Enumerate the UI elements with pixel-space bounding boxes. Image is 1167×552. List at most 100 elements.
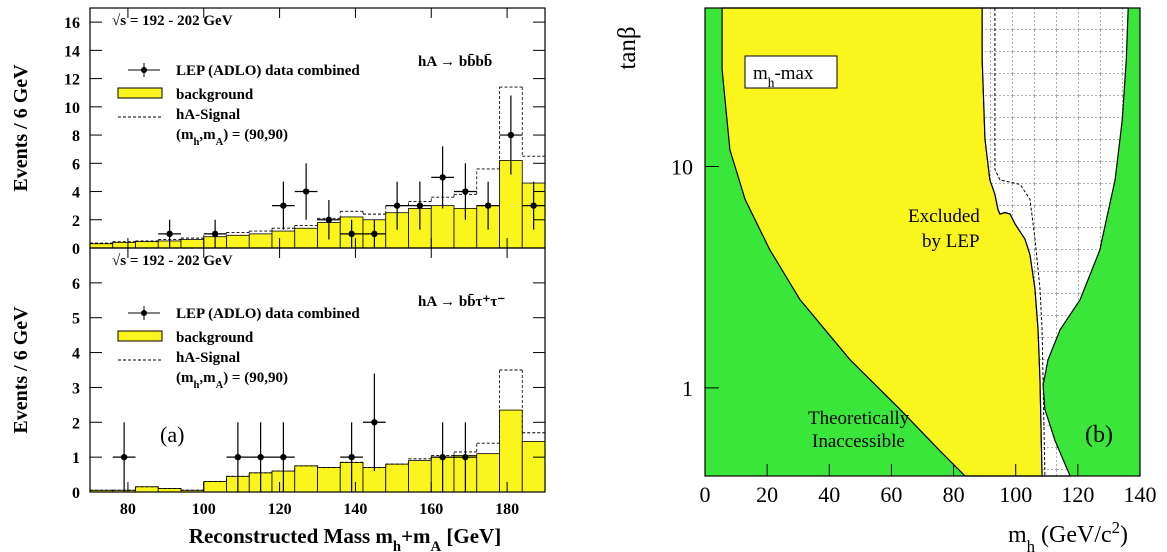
data-point bbox=[462, 453, 469, 461]
legend-label: background bbox=[176, 87, 254, 103]
data-point bbox=[484, 202, 492, 209]
text-part: (GeV/c bbox=[1035, 522, 1112, 548]
text-part: ) bbox=[1120, 522, 1128, 548]
y-tick-label: 3 bbox=[72, 380, 80, 397]
data-point bbox=[439, 174, 446, 181]
data-point bbox=[371, 230, 378, 238]
text-part: ) = (90,90) bbox=[223, 127, 288, 143]
text-part: A bbox=[216, 380, 224, 391]
region-label: Excluded bbox=[908, 206, 980, 227]
text-part: +m bbox=[401, 524, 431, 548]
background-bar bbox=[317, 467, 341, 493]
y-tick-label: 5 bbox=[72, 311, 80, 328]
legend-swatch bbox=[117, 87, 163, 99]
data-point bbox=[371, 419, 378, 426]
background-bar bbox=[294, 465, 318, 493]
frame bbox=[704, 7, 1141, 477]
data-point bbox=[348, 230, 355, 238]
text-part: Reconstructed Mass m bbox=[189, 524, 394, 548]
text-part: ,m bbox=[199, 127, 216, 143]
y-tick-label: 4 bbox=[72, 346, 80, 363]
x-tick-label: 120 bbox=[268, 501, 292, 518]
data-point bbox=[462, 188, 469, 195]
data-point bbox=[530, 202, 537, 209]
x-tick-label: 100 bbox=[192, 501, 216, 518]
channel-label: hA → bb̄τ⁺τ⁻ bbox=[418, 294, 505, 310]
allowed-region bbox=[981, 7, 1129, 477]
data-point bbox=[166, 230, 173, 238]
text-part: m bbox=[753, 63, 768, 84]
text-part: h bbox=[393, 539, 401, 552]
data-point bbox=[439, 453, 446, 461]
data-point bbox=[325, 216, 333, 223]
region-label: by LEP bbox=[922, 231, 980, 252]
background-bar bbox=[180, 239, 205, 249]
y-tick-label: 6 bbox=[72, 276, 80, 293]
y-axis-label: tanβ bbox=[614, 26, 641, 69]
data-point bbox=[416, 202, 424, 209]
x-tick-label: 160 bbox=[419, 501, 443, 518]
y-tick-label: 4 bbox=[72, 185, 80, 202]
y-tick-label: 0 bbox=[72, 241, 80, 258]
background-bar bbox=[294, 227, 318, 249]
x-tick-label: 140 bbox=[1124, 482, 1157, 507]
panel-label: (a) bbox=[160, 422, 184, 447]
legend-label: (mh,mA) = (90,90) bbox=[176, 127, 288, 148]
y-tick-label: 1 bbox=[72, 450, 80, 467]
legend-label: LEP (ADLO) data combined bbox=[176, 63, 360, 79]
data-point bbox=[302, 188, 310, 195]
y-tick-label: 14 bbox=[64, 43, 80, 60]
text-part: A bbox=[431, 539, 442, 552]
data-point bbox=[393, 202, 401, 209]
x-tick-label: 180 bbox=[495, 501, 519, 518]
data-point bbox=[348, 453, 355, 461]
y-tick-label: 10 bbox=[64, 100, 80, 117]
background-bar bbox=[430, 205, 455, 249]
background-bar bbox=[521, 441, 546, 493]
x-tick-label: 80 bbox=[943, 482, 965, 507]
data-point bbox=[280, 453, 287, 461]
scenario-box bbox=[744, 55, 838, 89]
text-part: ,m bbox=[199, 370, 216, 386]
x-tick-label: 20 bbox=[756, 482, 778, 507]
background-bar bbox=[248, 233, 273, 249]
background-bar bbox=[476, 453, 500, 493]
x-tick-label: 0 bbox=[700, 482, 711, 507]
y-tick-label: 2 bbox=[72, 213, 80, 230]
x-axis-label: Reconstructed Mass mh+mA [GeV] bbox=[189, 524, 501, 552]
background-bar bbox=[385, 463, 409, 493]
text-part: A bbox=[216, 137, 224, 148]
text-part: (m bbox=[176, 127, 194, 143]
x-axis-label: mh (GeV/c2) bbox=[1008, 518, 1128, 552]
background-bar bbox=[89, 243, 114, 249]
y-tick-label: 8 bbox=[72, 128, 80, 145]
legend-label: background bbox=[176, 330, 254, 346]
x-tick-label: 140 bbox=[343, 501, 367, 518]
text-part: h bbox=[1027, 537, 1036, 552]
text-part: 2 bbox=[1112, 518, 1120, 537]
legend-label: hA-Signal bbox=[176, 350, 240, 366]
text-part: -max bbox=[774, 63, 814, 84]
y-axis-label: Events / 6 GeV bbox=[10, 64, 32, 192]
y-tick-label: 16 bbox=[64, 15, 80, 32]
text-part: h bbox=[194, 380, 200, 391]
x-tick-label: 100 bbox=[999, 482, 1032, 507]
y-tick-label: 6 bbox=[72, 156, 80, 173]
panel-label: (b) bbox=[1085, 422, 1113, 448]
background-bar bbox=[112, 241, 136, 249]
y-tick-label: 12 bbox=[64, 72, 80, 89]
x-tick-label: 60 bbox=[880, 482, 902, 507]
legend-label: hA-Signal bbox=[176, 107, 240, 123]
legend-marker bbox=[141, 67, 147, 73]
text-part: h bbox=[768, 75, 775, 90]
text-part: ) = (90,90) bbox=[223, 370, 288, 386]
legend-swatch bbox=[117, 330, 163, 342]
background-bar bbox=[499, 409, 523, 493]
y-axis-label: Events / 6 GeV bbox=[10, 306, 32, 434]
scenario-label: mh-max bbox=[753, 63, 814, 90]
background-bar bbox=[408, 460, 432, 493]
y-tick-label: 1 bbox=[682, 376, 693, 401]
energy-label: √s = 192 - 202 GeV bbox=[112, 253, 233, 269]
channel-label: hA → bb̄bb̄ bbox=[418, 54, 492, 70]
